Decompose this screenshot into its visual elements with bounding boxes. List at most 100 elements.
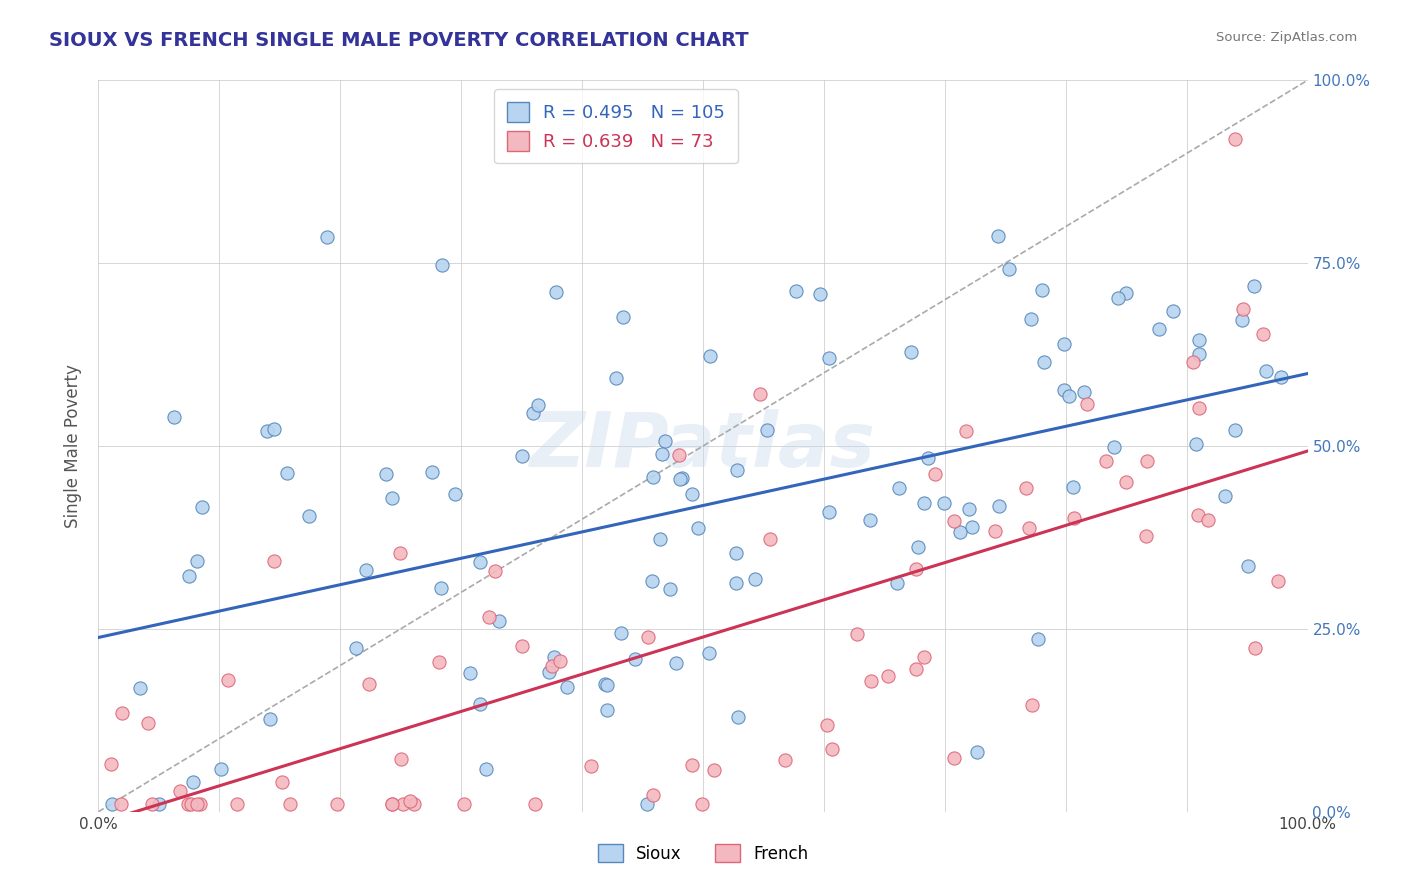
Point	[817, 351, 839, 365]
Point	[391, 752, 413, 766]
Point	[1232, 301, 1254, 316]
Point	[470, 698, 492, 712]
Point	[1188, 401, 1211, 415]
Point	[354, 562, 377, 576]
Point	[537, 665, 560, 679]
Point	[949, 524, 972, 539]
Point	[987, 229, 1010, 244]
Point	[1018, 521, 1040, 535]
Point	[648, 532, 671, 546]
Point	[430, 582, 453, 596]
Point	[637, 631, 659, 645]
Point	[1188, 333, 1211, 347]
Point	[579, 759, 602, 773]
Point	[179, 568, 201, 582]
Point	[543, 650, 565, 665]
Point	[180, 797, 202, 812]
Point	[1223, 131, 1246, 145]
Point	[344, 641, 367, 656]
Point	[389, 546, 412, 560]
Point	[453, 797, 475, 812]
Point	[1094, 454, 1116, 468]
Point	[1136, 454, 1159, 468]
Point	[1147, 322, 1170, 336]
Point	[1223, 423, 1246, 437]
Point	[681, 758, 703, 772]
Point	[654, 434, 676, 449]
Point	[859, 673, 882, 688]
Point	[900, 344, 922, 359]
Point	[818, 505, 841, 519]
Point	[381, 797, 404, 812]
Point	[924, 467, 946, 482]
Point	[381, 797, 404, 812]
Point	[943, 751, 966, 765]
Point	[1033, 355, 1056, 369]
Point	[263, 422, 285, 436]
Point	[1115, 475, 1137, 490]
Y-axis label: Single Male Poverty: Single Male Poverty	[65, 364, 83, 528]
Point	[129, 681, 152, 695]
Point	[1073, 384, 1095, 399]
Point	[671, 471, 693, 485]
Point	[315, 230, 337, 244]
Point	[381, 491, 404, 505]
Point	[141, 797, 163, 812]
Point	[1244, 641, 1267, 656]
Point	[932, 496, 955, 510]
Point	[1015, 481, 1038, 495]
Point	[186, 797, 208, 812]
Point	[966, 745, 988, 759]
Point	[997, 261, 1019, 276]
Point	[612, 310, 634, 324]
Point	[749, 386, 772, 401]
Point	[877, 669, 900, 683]
Point	[1019, 312, 1042, 326]
Point	[596, 678, 619, 692]
Point	[148, 797, 170, 812]
Point	[624, 652, 647, 666]
Point	[1026, 632, 1049, 646]
Point	[404, 797, 426, 812]
Point	[111, 706, 134, 720]
Point	[1243, 279, 1265, 293]
Point	[271, 774, 294, 789]
Point	[610, 625, 633, 640]
Point	[478, 609, 501, 624]
Point	[1053, 337, 1076, 351]
Point	[669, 472, 692, 486]
Point	[593, 677, 616, 691]
Point	[263, 554, 285, 568]
Point	[1031, 283, 1053, 297]
Point	[1057, 389, 1080, 403]
Point	[191, 500, 214, 514]
Point	[845, 626, 868, 640]
Point	[905, 662, 928, 676]
Point	[226, 797, 249, 812]
Point	[887, 481, 910, 495]
Point	[808, 286, 831, 301]
Point	[1184, 436, 1206, 450]
Point	[100, 756, 122, 771]
Point	[101, 797, 124, 812]
Point	[773, 753, 796, 767]
Point	[430, 258, 453, 272]
Point	[1135, 529, 1157, 543]
Point	[744, 572, 766, 586]
Point	[643, 789, 665, 803]
Point	[1251, 326, 1274, 341]
Point	[136, 715, 159, 730]
Point	[110, 797, 132, 812]
Point	[217, 673, 239, 688]
Point	[1062, 480, 1084, 494]
Point	[651, 447, 673, 461]
Point	[724, 575, 747, 590]
Point	[1254, 364, 1277, 378]
Point	[785, 284, 807, 298]
Point	[548, 654, 571, 668]
Point	[522, 406, 544, 420]
Point	[1107, 291, 1129, 305]
Point	[690, 797, 713, 812]
Point	[727, 710, 749, 724]
Point	[960, 520, 983, 534]
